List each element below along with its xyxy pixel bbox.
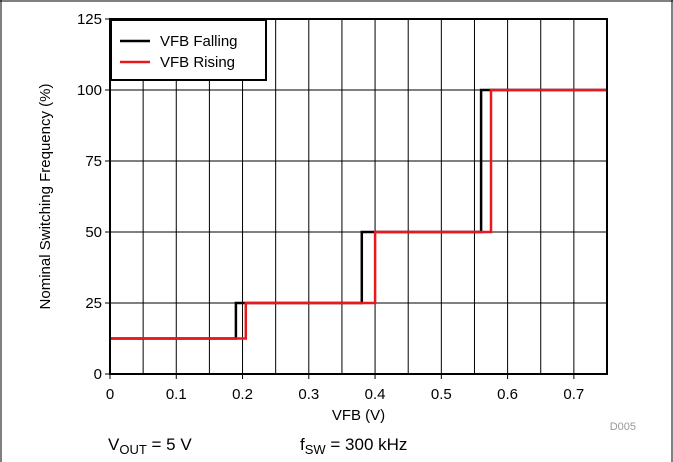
y-tick-label: 100: [77, 82, 102, 99]
legend-box: [110, 19, 267, 81]
legend: VFB Falling VFB Rising: [110, 19, 267, 81]
fsw-value: = 300 kHz: [326, 435, 408, 454]
y-tick-label: 75: [85, 153, 102, 170]
figure-code-label: D005: [610, 421, 636, 433]
x-tick-label: 0.4: [365, 386, 386, 403]
x-tick-label: 0.3: [298, 386, 319, 403]
x-tick-label: 0.7: [563, 386, 584, 403]
y-axis-title: Nominal Switching Frequency (%): [37, 84, 54, 310]
axis-ticks: 0 0.1 0.2 0.3 0.4 0.5 0.6 0.7 0 25 50 75 100 125: [77, 11, 584, 403]
y-tick-label: 125: [77, 11, 102, 28]
x-tick-label: 0: [106, 386, 114, 403]
fsw-symbol: f: [300, 435, 305, 454]
series-line-vfb-rising: [110, 88, 607, 340]
y-tick-label: 0: [94, 366, 102, 383]
series-line-vfb-falling: [110, 88, 607, 340]
vout-condition: VOUT = 5 V: [108, 435, 192, 457]
x-tick-label: 0.5: [431, 386, 452, 403]
vout-value: = 5 V: [147, 435, 193, 454]
x-axis-title: VFB (V): [332, 407, 385, 424]
plot-area-border: [109, 18, 608, 375]
x-tick-label: 0.1: [166, 386, 187, 403]
fsw-condition: fSW = 300 kHz: [300, 435, 407, 457]
fsw-subscript: SW: [305, 442, 327, 457]
x-tick-label: 0.6: [497, 386, 518, 403]
vout-subscript: OUT: [119, 442, 147, 457]
series-lines: [110, 88, 607, 340]
legend-label: VFB Falling: [160, 33, 238, 50]
x-tick-label: 0.2: [232, 386, 253, 403]
legend-label: VFB Rising: [160, 54, 235, 71]
y-tick-label: 25: [85, 295, 102, 312]
y-tick-label: 50: [85, 224, 102, 241]
vout-symbol: V: [108, 435, 120, 454]
